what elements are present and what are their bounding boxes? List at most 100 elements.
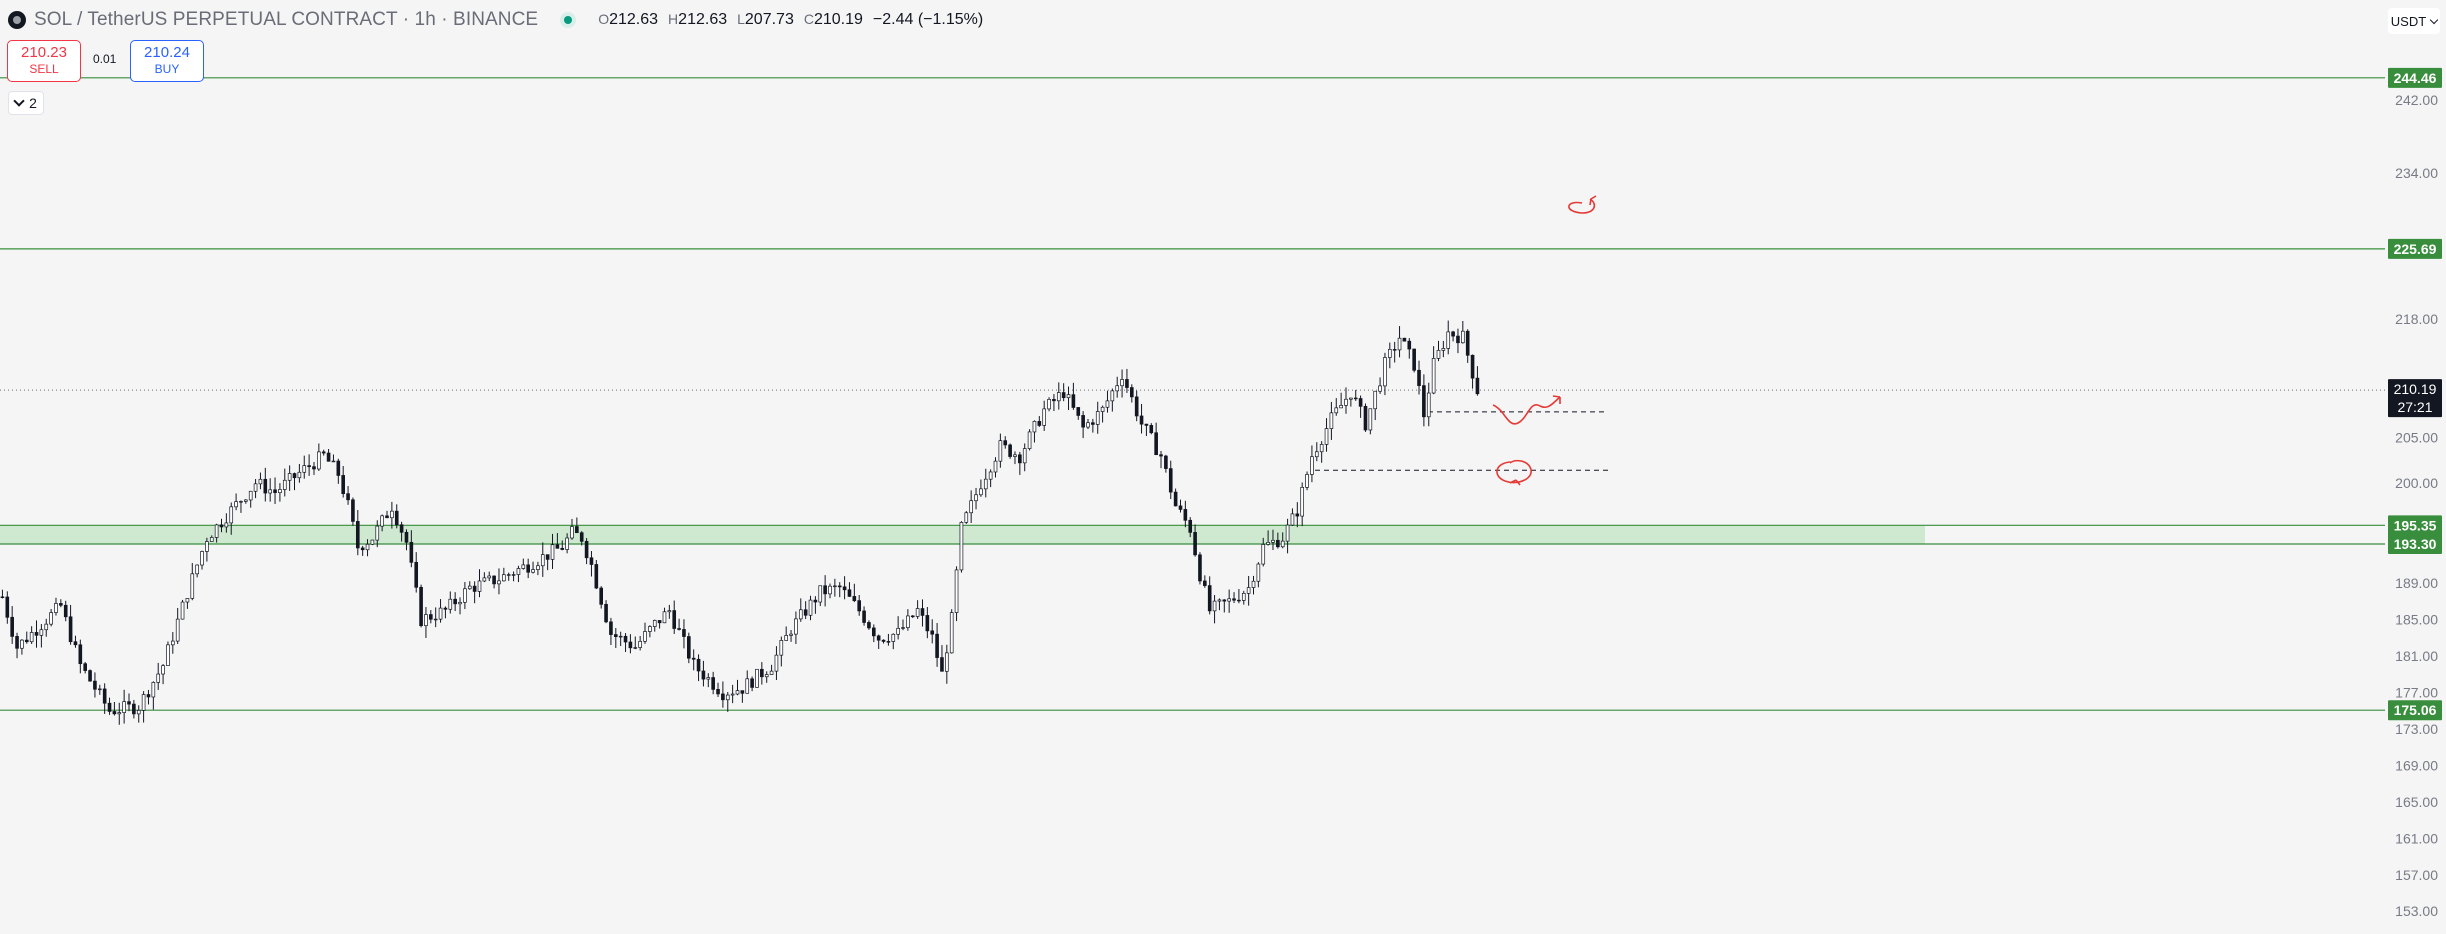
candle: [122, 689, 126, 724]
candle: [463, 582, 467, 610]
candle: [935, 623, 939, 667]
candle-body: [1339, 405, 1343, 409]
candle: [745, 670, 750, 694]
candle: [584, 538, 589, 565]
candle-body: [954, 569, 959, 613]
candle-body: [433, 618, 438, 621]
candle: [1198, 552, 1202, 585]
candle: [867, 620, 871, 630]
candle: [774, 646, 779, 680]
candle-body: [1431, 358, 1436, 394]
candle-body: [643, 631, 647, 642]
candle: [97, 684, 102, 695]
candle-body: [244, 499, 248, 502]
indicators-toggle-button[interactable]: 2: [8, 91, 44, 115]
candle-body: [1193, 532, 1197, 556]
price-axis[interactable]: 242.00 234.00 218.00 205.00 200.00 189.00 185.…: [2386, 0, 2446, 934]
annotations-layer: [1492, 195, 1597, 486]
candle-body: [998, 440, 1003, 462]
candle: [1027, 429, 1032, 451]
candle-body: [239, 501, 243, 503]
candle-body: [429, 614, 433, 620]
candle-body: [949, 612, 954, 654]
candle: [195, 564, 199, 578]
candle: [54, 597, 58, 616]
candle-body: [365, 543, 370, 551]
candle: [443, 606, 448, 619]
level-tag: [2388, 700, 2442, 721]
candle-body: [1139, 415, 1144, 425]
candle-body: [1426, 392, 1431, 418]
candle-body: [1027, 431, 1032, 449]
candle: [44, 618, 49, 637]
candle-body: [1446, 331, 1451, 349]
y-tick-label: 200.00: [2395, 475, 2438, 491]
candle: [1217, 598, 1222, 611]
candle-body: [969, 500, 973, 514]
candle: [1076, 407, 1081, 420]
candle-body: [209, 537, 214, 542]
ohlc-values: O212.63 H212.63 L207.73 C210.19 −2.44 (−…: [598, 11, 983, 29]
buy-button[interactable]: 210.24 BUY: [130, 40, 204, 82]
candle: [1295, 502, 1300, 528]
candle-body: [1397, 337, 1402, 351]
candle: [1159, 450, 1163, 469]
symbol-title[interactable]: SOL / TetherUS PERPETUAL CONTRACT · 1h ·…: [34, 9, 539, 30]
candle: [83, 661, 88, 674]
candle-body: [876, 635, 881, 641]
candle: [808, 595, 813, 621]
level-tag-label: 175.06: [2394, 702, 2437, 718]
candle-body: [273, 489, 277, 494]
open-value: 212.63: [609, 11, 659, 28]
candle: [1139, 403, 1144, 434]
candle-body: [83, 663, 88, 671]
candle-body: [385, 515, 389, 519]
candle: [1168, 460, 1173, 500]
candle: [1207, 576, 1212, 615]
candle: [156, 662, 161, 690]
candle: [497, 568, 501, 595]
candle: [915, 600, 920, 619]
buy-price: 210.24: [144, 44, 190, 61]
candle-body: [141, 694, 146, 711]
candle-body: [1358, 398, 1363, 407]
candle: [1003, 436, 1008, 449]
candle: [594, 559, 599, 590]
candle: [1392, 341, 1397, 363]
candle: [20, 639, 24, 655]
candle-body: [891, 633, 896, 642]
candle: [1251, 575, 1256, 595]
candle: [1368, 408, 1373, 435]
candle-body: [24, 639, 29, 643]
currency-select[interactable]: USDT: [2388, 8, 2440, 34]
candle-body: [268, 489, 272, 494]
candle-body: [1100, 406, 1105, 412]
candle: [803, 601, 808, 620]
candle: [1461, 321, 1465, 344]
candle-body: [375, 525, 380, 541]
candle: [1339, 392, 1343, 409]
candle: [375, 520, 380, 548]
wave-arrow-annotation: [1492, 395, 1561, 425]
candle-body: [677, 628, 681, 630]
candle-body: [1178, 505, 1183, 510]
candle-body: [940, 657, 944, 672]
candle: [1120, 369, 1124, 398]
candle-body: [1392, 349, 1397, 351]
candle: [833, 578, 837, 597]
candle-body: [1373, 390, 1378, 410]
y-tick-label: 173.00: [2395, 721, 2438, 737]
candle-body: [867, 622, 871, 629]
candle-body: [974, 494, 978, 502]
candle: [677, 618, 681, 631]
candle: [161, 664, 165, 685]
sell-button[interactable]: 210.23 SELL: [7, 40, 81, 82]
candle: [857, 595, 862, 616]
y-tick-label: 161.00: [2395, 830, 2438, 846]
candle-body: [730, 693, 735, 696]
candle: [1285, 518, 1290, 554]
candle-body: [20, 639, 24, 649]
candle-body: [287, 473, 292, 481]
